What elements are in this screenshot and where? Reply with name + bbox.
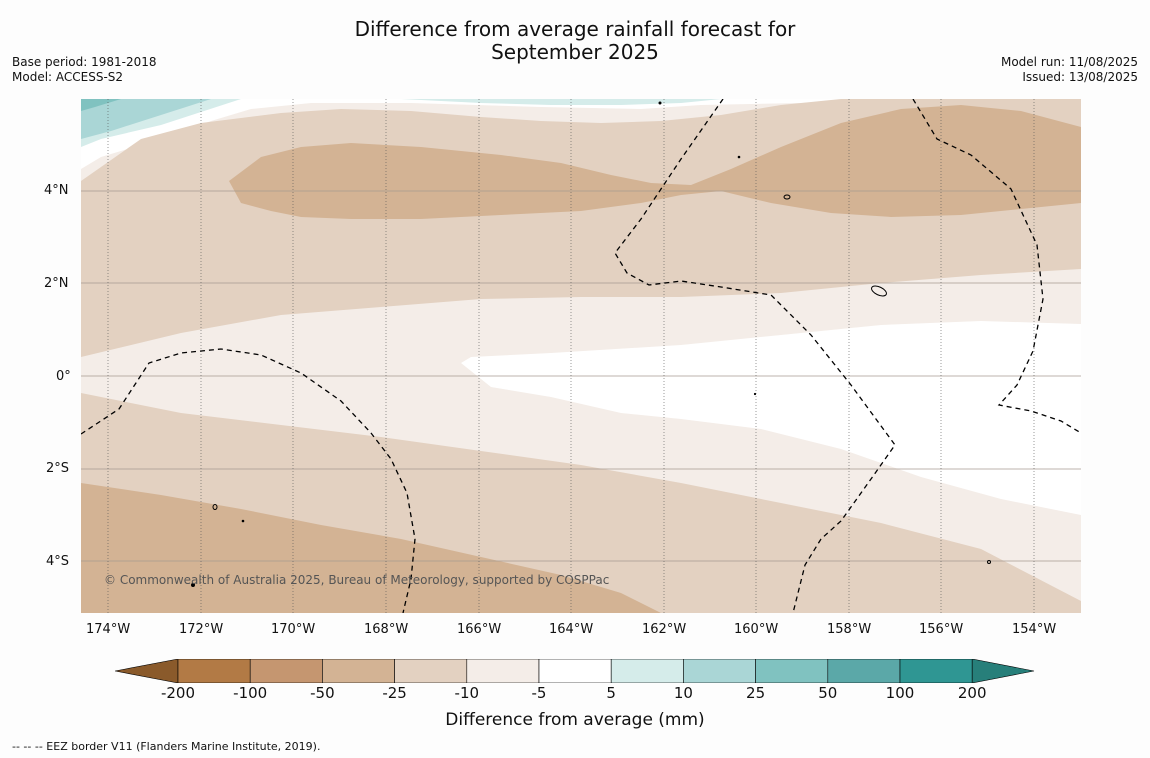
model-name: Model: ACCESS-S2 xyxy=(12,70,124,84)
eez-legend-note: -- -- -- EEZ border V11 (Flanders Marine… xyxy=(12,740,321,753)
colorbar-segment xyxy=(249,659,323,683)
issued-date: Issued: 13/08/2025 xyxy=(1022,70,1138,84)
colorbar-tick-label: -25 xyxy=(382,684,407,702)
colorbar-segment xyxy=(610,659,684,683)
colorbar-tick-label: -100 xyxy=(233,684,268,702)
colorbar-segment xyxy=(538,659,612,683)
colorbar-extend-low xyxy=(115,659,179,683)
colorbar-segment xyxy=(755,659,829,683)
colorbar-tick-label: -5 xyxy=(531,684,547,702)
meta-left: Base period: 1981-2018 Model: ACCESS-S2 xyxy=(12,55,157,85)
band-plus5-top xyxy=(401,99,721,105)
band-minus25-north xyxy=(229,105,1081,219)
title-line-2: September 2025 xyxy=(491,40,659,64)
model-run: Model run: 11/08/2025 xyxy=(1000,55,1138,69)
colorbar-segment xyxy=(466,659,540,683)
island-north xyxy=(783,194,791,200)
rainfall-map[interactable] xyxy=(81,99,1081,613)
colorbar-segment xyxy=(827,659,901,683)
lon-label: 174°W xyxy=(86,622,131,637)
map-title: Difference from average rainfall forecas… xyxy=(0,18,1150,64)
lon-label: 156°W xyxy=(919,622,964,637)
base-period: Base period: 1981-2018 xyxy=(12,55,157,69)
colorbar-segment xyxy=(683,659,756,683)
colorbar-tick-label: 200 xyxy=(957,684,987,702)
colorbar-tick-label: 25 xyxy=(746,684,766,702)
copyright-notice: © Commonwealth of Australia 2025, Bureau… xyxy=(104,573,610,587)
colorbar-segment xyxy=(322,659,395,683)
lon-label: 170°W xyxy=(271,622,316,637)
island-kiritimati xyxy=(871,285,887,297)
lon-label: 158°W xyxy=(827,622,872,637)
lon-label: 154°W xyxy=(1012,622,1057,637)
lon-label: 162°W xyxy=(642,622,687,637)
band-plus25 xyxy=(81,99,121,111)
colorbar-tick-label: 50 xyxy=(818,684,838,702)
lon-label: 166°W xyxy=(457,622,502,637)
lon-label: 160°W xyxy=(734,622,779,637)
colorbar-tick-label: 10 xyxy=(673,684,693,702)
colorbar-tick-label: 100 xyxy=(885,684,915,702)
islands xyxy=(191,101,991,587)
lon-label: 164°W xyxy=(549,622,594,637)
lat-label: 2°N xyxy=(44,276,69,291)
lat-label: 4°N xyxy=(44,183,69,198)
colorbar-extend-high xyxy=(971,659,1035,683)
band-minus25-south xyxy=(81,483,661,613)
colorbar-title: Difference from average (mm) xyxy=(445,710,705,730)
colorbar-tick-label: -50 xyxy=(310,684,335,702)
lat-label: 4°S xyxy=(46,554,70,569)
colorbar-tick-label: 5 xyxy=(606,684,616,702)
lon-label: 172°W xyxy=(179,622,224,637)
colorbar-segment xyxy=(177,659,251,683)
colorbar-segment xyxy=(899,659,973,683)
lat-label: 0° xyxy=(56,369,71,384)
eez-borders xyxy=(81,99,1081,613)
colorbar-segment xyxy=(394,659,468,683)
meta-right: Model run: 11/08/2025 Issued: 13/08/2025 xyxy=(1001,55,1138,85)
title-line-1: Difference from average rainfall forecas… xyxy=(354,17,796,41)
colorbar xyxy=(115,659,1035,683)
latitude-gridlines xyxy=(81,190,1081,562)
colorbar-tick-label: -10 xyxy=(454,684,480,702)
lon-label: 168°W xyxy=(364,622,409,637)
lat-label: 2°S xyxy=(46,461,70,476)
colorbar-tick-label: -200 xyxy=(160,684,196,702)
island-west xyxy=(212,504,218,510)
band-plus10 xyxy=(81,99,211,139)
